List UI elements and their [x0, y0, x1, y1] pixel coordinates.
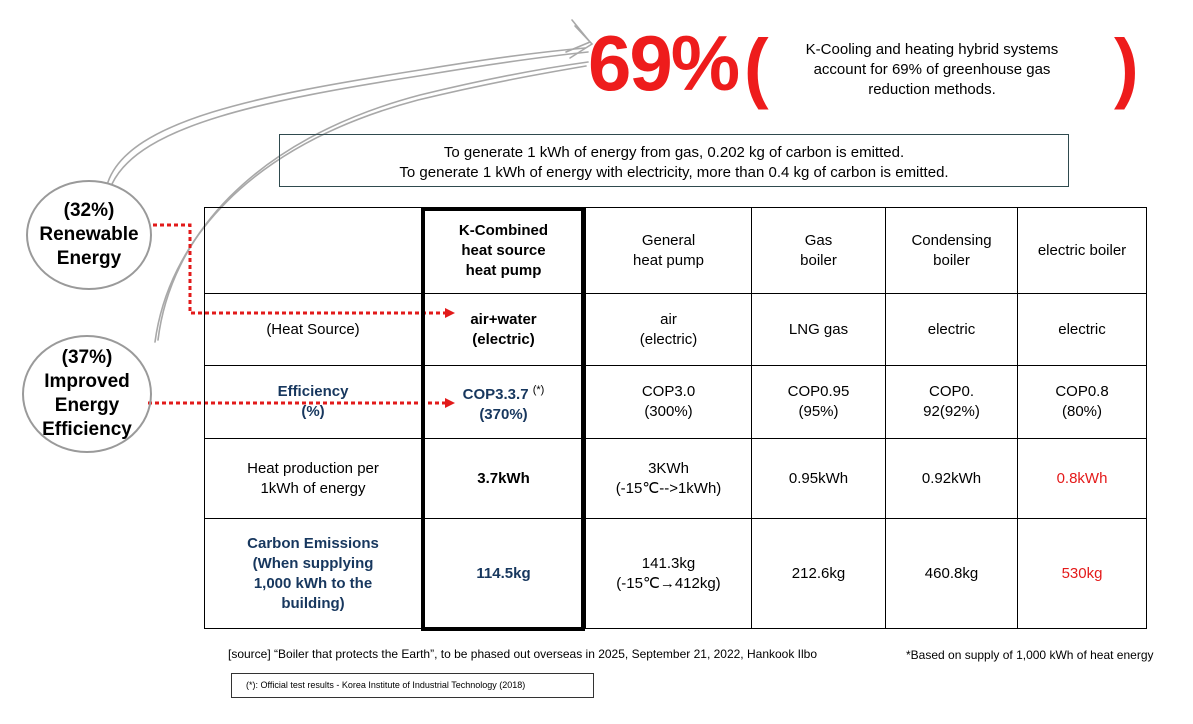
table-row-efficiency: Efficiency (%) COP3.3.7 (*) (370%) COP3.…: [204, 365, 1147, 439]
elec-efficiency: COP0.8 (80%): [1017, 365, 1147, 439]
k-heat-source: air+water (electric): [421, 293, 586, 366]
efficiency-arrow-stroke-2: [154, 65, 587, 343]
elec-heat-production: 0.8kWh: [1017, 438, 1147, 519]
headline-line-3: reduction methods.: [868, 81, 996, 98]
carbon-info-box: To generate 1 kWh of energy from gas, 0.…: [279, 134, 1069, 187]
gen-heat-line-1: 3KWh: [648, 459, 689, 477]
header-k-combined: K-Combined heat source heat pump: [421, 207, 586, 294]
header-gen-line-2: heat pump: [633, 251, 704, 269]
renewable-pct: (32%): [63, 200, 115, 221]
headline-line-2: account for 69% of greenhouse gas: [813, 61, 1051, 78]
gen-eff-line-1: COP3.0: [641, 383, 696, 400]
renewable-arrow-stroke-2: [111, 51, 589, 185]
carbon-label-line-1: Carbon Emissions: [247, 534, 379, 552]
headline-line-1: K-Cooling and heating hybrid systems: [805, 41, 1059, 58]
header-cond-line-1: Condensing: [911, 231, 992, 249]
table-row-carbon-emissions: Carbon Emissions (When supplying 1,000 k…: [204, 518, 1147, 629]
eff-label-line-1: Efficiency: [277, 383, 349, 400]
k-source-line-1: air+water: [470, 310, 537, 328]
heat-label-line-2: 1kWh of energy: [260, 479, 366, 497]
k-eff-line-2: (370%): [479, 405, 528, 423]
heat-label-line-1: Heat production per: [247, 459, 379, 477]
table-row-heat-production: Heat production per 1kWh of energy 3.7kW…: [204, 438, 1147, 519]
k-eff-footnote-mark: (*): [532, 383, 545, 396]
k-heat-production: 3.7kWh: [421, 438, 586, 519]
renewable-arrow-stroke-1: [107, 47, 586, 183]
source-citation: [source] “Boiler that protects the Earth…: [228, 647, 818, 661]
carbon-label-line-2: (When supplying: [252, 554, 374, 572]
headline-percent: 69%: [588, 19, 740, 107]
header-k-line-3: heat pump: [465, 261, 542, 279]
gen-source-line-2: (electric): [639, 330, 698, 348]
heating-comparison-table: K-Combined heat source heat pump General…: [204, 207, 1147, 629]
header-gas-line-1: Gas: [804, 231, 833, 249]
gen-efficiency: COP3.0 (300%): [585, 365, 752, 439]
cond-carbon-emissions: 460.8kg: [885, 518, 1018, 629]
k-carbon-emissions: 114.5kg: [421, 518, 586, 629]
header-electric-boiler: electric boiler: [1017, 207, 1147, 294]
row-label-efficiency: Efficiency (%): [204, 365, 422, 439]
header-condensing-boiler: Condensing boiler: [885, 207, 1018, 294]
efficiency-label-3: Efficiency: [42, 419, 132, 440]
elec-heat-source: electric: [1017, 293, 1147, 366]
cond-heat-production: 0.92kWh: [885, 438, 1018, 519]
arrowhead-2: [569, 25, 594, 59]
headline-close-paren: ): [1114, 22, 1139, 111]
gen-carbon-emissions: 141.3kg (-15℃→412kg): [585, 518, 752, 629]
header-gen-line-1: General: [641, 231, 696, 249]
table-row-heat-source: (Heat Source) air+water (electric) air (…: [204, 293, 1147, 366]
header-empty-cell: [204, 207, 422, 294]
gen-carbon-line-2: (-15℃→412kg): [616, 574, 721, 592]
efficiency-label-1: Improved: [44, 371, 130, 392]
info-line-1: To generate 1 kWh of energy from gas, 0.…: [443, 144, 905, 161]
gen-eff-line-2: (300%): [644, 403, 693, 420]
headline-text: K-Cooling and heating hybrid systems acc…: [772, 40, 1092, 100]
elec-eff-line-2: (80%): [1061, 403, 1102, 420]
carbon-label-line-4: building): [281, 594, 345, 612]
k-eff-line-1: COP3.3.7: [462, 385, 529, 403]
gas-eff-line-1: COP0.95: [787, 383, 850, 400]
cond-efficiency: COP0. 92(92%): [885, 365, 1018, 439]
gen-heat-line-2: (-15℃-->1kWh): [615, 479, 722, 497]
elec-carbon-emissions: 530kg: [1017, 518, 1147, 629]
row-label-heat-production: Heat production per 1kWh of energy: [204, 438, 422, 519]
gas-heat-source: LNG gas: [751, 293, 886, 366]
efficiency-label-2: Energy: [54, 395, 120, 416]
energy-efficiency-bubble: (37%) Improved Energy Efficiency: [22, 335, 152, 453]
efficiency-arrow-stroke-1: [157, 61, 589, 341]
gas-eff-line-2: (95%): [798, 403, 839, 420]
efficiency-pct: (37%): [61, 347, 113, 368]
cond-heat-source: electric: [885, 293, 1018, 366]
eff-label-line-2: (%): [301, 403, 325, 420]
header-k-line-1: K-Combined: [458, 221, 549, 239]
test-results-footnote: (*): Official test results - Korea Insti…: [231, 673, 594, 698]
gen-source-line-1: air: [660, 310, 677, 328]
gas-heat-production: 0.95kWh: [751, 438, 886, 519]
cond-eff-line-1: COP0.: [928, 383, 974, 400]
table-header-row: K-Combined heat source heat pump General…: [204, 207, 1147, 294]
renewable-label-1: Renewable: [39, 224, 139, 245]
header-k-line-2: heat source: [461, 241, 546, 259]
gas-carbon-emissions: 212.6kg: [751, 518, 886, 629]
info-line-2: To generate 1 kWh of energy with electri…: [399, 164, 949, 181]
elec-eff-line-1: COP0.8: [1055, 383, 1109, 400]
header-general-heat-pump: General heat pump: [585, 207, 752, 294]
gas-efficiency: COP0.95 (95%): [751, 365, 886, 439]
k-efficiency: COP3.3.7 (*) (370%): [421, 365, 586, 439]
header-gas-boiler: Gas boiler: [751, 207, 886, 294]
row-label-carbon-emissions: Carbon Emissions (When supplying 1,000 k…: [204, 518, 422, 629]
renewable-energy-bubble: (32%) Renewable Energy: [26, 180, 152, 290]
supply-basis-note: *Based on supply of 1,000 kWh of heat en…: [906, 648, 1154, 662]
k-source-line-2: (electric): [472, 330, 535, 348]
header-gas-line-2: boiler: [800, 251, 837, 269]
gen-heat-production: 3KWh (-15℃-->1kWh): [585, 438, 752, 519]
renewable-label-2: Energy: [56, 248, 122, 269]
row-label-heat-source: (Heat Source): [204, 293, 422, 366]
gen-heat-source: air (electric): [585, 293, 752, 366]
headline-open-paren: (: [744, 22, 769, 111]
header-cond-line-2: boiler: [933, 251, 970, 269]
cond-eff-line-2: 92(92%): [923, 403, 980, 420]
gen-carbon-line-1: 141.3kg: [641, 554, 696, 572]
carbon-label-line-3: 1,000 kWh to the: [253, 574, 373, 592]
